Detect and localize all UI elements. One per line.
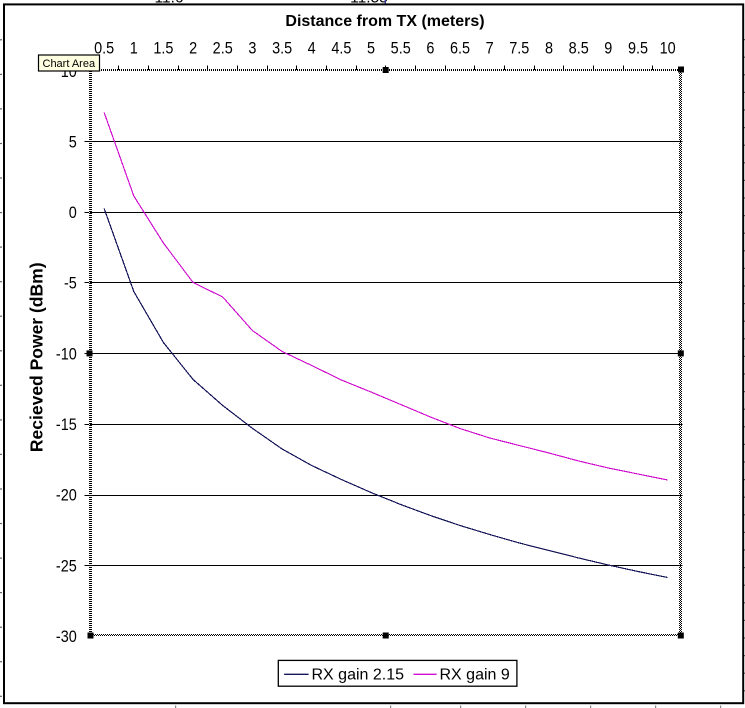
svg-text:2: 2 xyxy=(189,39,197,57)
svg-text:RX gain 2.15: RX gain 2.15 xyxy=(312,667,405,684)
svg-text:0.5: 0.5 xyxy=(94,39,114,57)
svg-text:-25: -25 xyxy=(56,557,77,575)
svg-text:3: 3 xyxy=(248,39,256,57)
svg-text:9.5: 9.5 xyxy=(628,39,648,57)
svg-text:7: 7 xyxy=(486,39,494,57)
svg-text:5.5: 5.5 xyxy=(391,39,411,57)
svg-text:4.5: 4.5 xyxy=(331,39,351,57)
svg-text:-10: -10 xyxy=(56,345,77,363)
svg-text:1.5: 1.5 xyxy=(153,39,173,57)
svg-text:6: 6 xyxy=(426,39,434,57)
svg-text:11.55: 11.55 xyxy=(350,0,388,7)
svg-text:8.5: 8.5 xyxy=(569,39,589,57)
svg-text:5: 5 xyxy=(69,133,77,151)
svg-text:1: 1 xyxy=(130,39,138,57)
svg-text:6.5: 6.5 xyxy=(450,39,470,57)
svg-text:8: 8 xyxy=(545,39,553,57)
svg-text:-15: -15 xyxy=(56,416,77,434)
svg-text:3.5: 3.5 xyxy=(272,39,292,57)
svg-text:-20: -20 xyxy=(56,487,77,505)
svg-text:Chart Area: Chart Area xyxy=(43,58,96,70)
svg-text:0: 0 xyxy=(69,204,77,222)
svg-text:2.5: 2.5 xyxy=(213,39,233,57)
svg-text:11.6: 11.6 xyxy=(154,0,183,7)
svg-text:4: 4 xyxy=(308,39,316,57)
svg-text:5: 5 xyxy=(367,39,375,57)
svg-text:9: 9 xyxy=(604,39,612,57)
svg-text:RX gain 9: RX gain 9 xyxy=(440,667,510,684)
svg-text:-5: -5 xyxy=(64,275,77,293)
svg-text:-30: -30 xyxy=(56,628,77,646)
svg-text:Recieved Power (dBm): Recieved Power (dBm) xyxy=(27,262,47,452)
svg-text:Distance from TX (meters): Distance from TX (meters) xyxy=(285,13,484,30)
svg-text:10: 10 xyxy=(660,39,676,57)
svg-text:7.5: 7.5 xyxy=(509,39,529,57)
